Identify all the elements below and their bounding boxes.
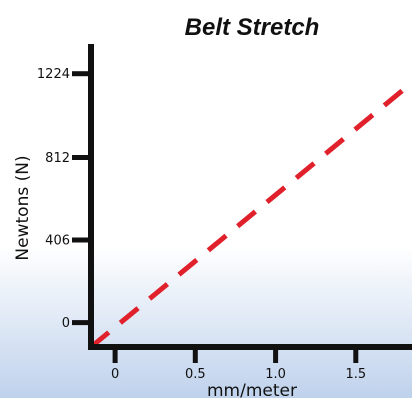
x-tick-mark [273, 347, 279, 363]
y-axis-label: Newtons (N) [13, 155, 33, 260]
y-tick-label: 406 [45, 234, 70, 249]
x-axis-label: mm/meter [207, 381, 297, 398]
y-tick-label: 812 [45, 151, 70, 166]
y-axis-ticks: 0 406 812 1224 [37, 67, 92, 331]
y-axis-line [88, 44, 94, 350]
y-tick-mark [72, 155, 92, 160]
x-tick-mark [192, 347, 198, 363]
x-tick-mark [112, 347, 118, 363]
series-line-1 [89, 80, 412, 349]
y-tick-label: 0 [62, 316, 70, 331]
x-tick-mark [353, 347, 359, 363]
chart-title: Belt Stretch [185, 14, 320, 41]
y-tick-mark [72, 237, 92, 243]
x-tick-label: 0 [111, 367, 119, 382]
x-axis-ticks: 0 0.5 1.0 1.5 [111, 347, 366, 382]
y-tick-label: 1224 [37, 67, 70, 82]
x-axis-line [88, 344, 412, 350]
x-tick-label: 1.0 [265, 367, 286, 382]
y-tick-mark [72, 320, 92, 326]
y-tick-mark [72, 71, 92, 77]
plot-area [89, 80, 412, 349]
x-tick-label: 0.5 [185, 367, 206, 382]
x-tick-label: 1.5 [345, 367, 366, 382]
